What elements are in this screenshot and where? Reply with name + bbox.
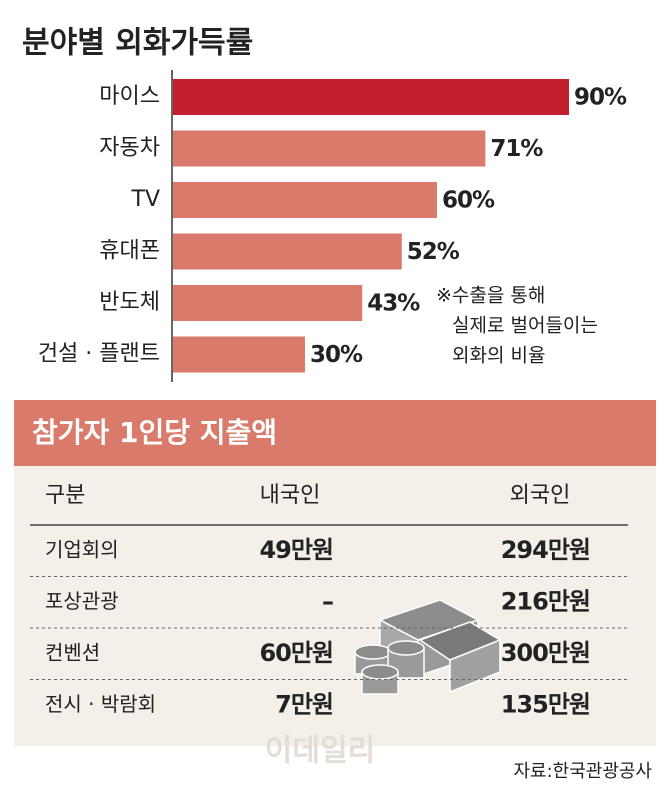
value-label: 30% xyxy=(310,342,363,368)
category-label: 자동차 xyxy=(99,136,160,161)
value-label: 52% xyxy=(407,239,460,265)
table-header: 내국인 xyxy=(260,483,321,508)
table-header: 외국인 xyxy=(510,483,571,508)
category-label: 반도체 xyxy=(99,290,160,315)
bar xyxy=(173,233,402,270)
coin xyxy=(354,644,392,660)
bar xyxy=(173,130,486,167)
table-panel xyxy=(14,466,656,746)
bar xyxy=(173,285,363,321)
table-value: 300만원 xyxy=(501,639,590,667)
money-illustration xyxy=(354,599,502,695)
table-value: 216만원 xyxy=(501,588,590,616)
table-value: 135만원 xyxy=(501,691,590,719)
row-label: 컨벤션 xyxy=(45,641,100,665)
table-value: 7만원 xyxy=(275,691,333,719)
value-label: 90% xyxy=(574,85,627,111)
coin xyxy=(387,640,425,656)
bar xyxy=(173,182,437,218)
bar xyxy=(173,79,569,115)
bar xyxy=(173,336,305,373)
category-label: 휴대폰 xyxy=(99,239,160,264)
category-label: 건설 · 플랜트 xyxy=(38,342,160,367)
coin xyxy=(361,664,399,680)
category-label: 마이스 xyxy=(99,84,160,109)
category-label: TV xyxy=(131,187,161,212)
row-label: 포상관광 xyxy=(45,589,119,613)
row-label: 전시 · 박람회 xyxy=(45,692,156,716)
table-header: 구분 xyxy=(45,483,85,508)
annotation: 외화의 비율 xyxy=(452,345,545,367)
value-label: 43% xyxy=(367,291,420,317)
annotation: 실제로 벌어들이는 xyxy=(452,315,598,337)
chart-title: 분야별 외화가득률 xyxy=(22,26,253,61)
value-label: 60% xyxy=(442,188,495,214)
table-title: 참가자 1인당 지출액 xyxy=(32,416,277,449)
watermark: 이데일리 xyxy=(265,734,375,769)
table-value: 60만원 xyxy=(259,639,333,667)
source: 자료:한국관광공사 xyxy=(513,761,652,782)
table-value: 49만원 xyxy=(259,536,333,564)
table-header-band xyxy=(14,400,656,466)
annotation: ※수출을 통해 xyxy=(436,285,545,307)
value-label: 71% xyxy=(490,136,543,162)
row-label: 기업회의 xyxy=(45,538,119,562)
table-value: 294만원 xyxy=(501,536,590,564)
table-value: – xyxy=(322,588,333,616)
